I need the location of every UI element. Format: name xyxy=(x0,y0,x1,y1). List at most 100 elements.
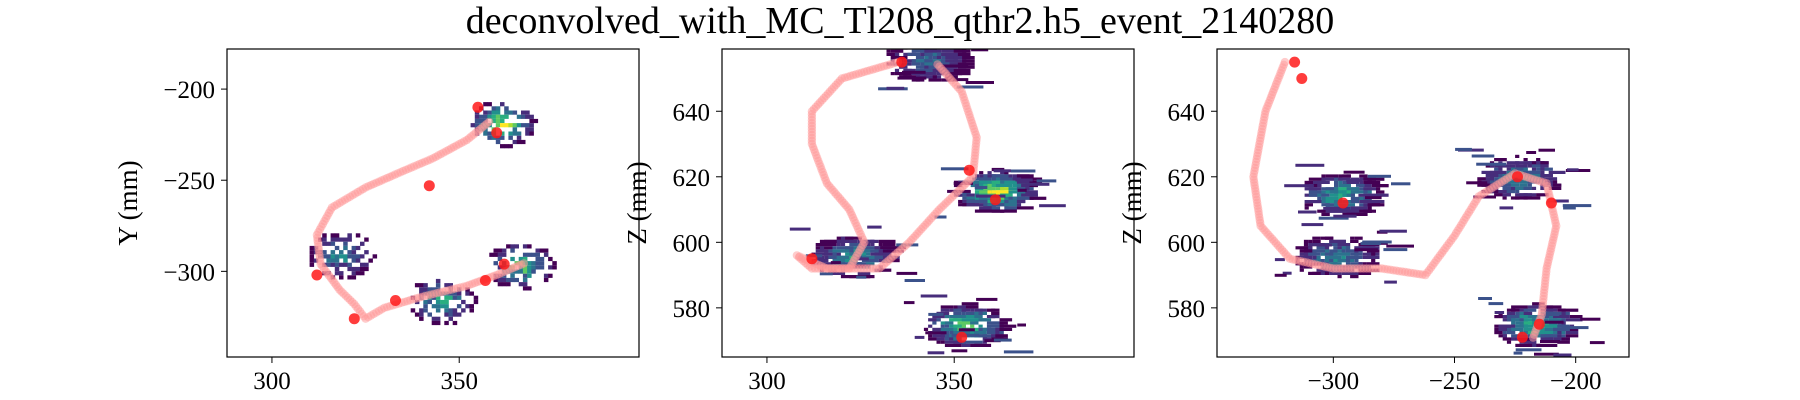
heatmap-cell xyxy=(508,123,513,128)
heatmap-cell xyxy=(1337,239,1346,243)
heatmap-streak xyxy=(904,279,925,282)
heatmap-cell xyxy=(1376,184,1389,188)
heatmap-cell xyxy=(339,275,344,280)
heatmap-streak xyxy=(1589,341,1605,345)
heatmap-cell xyxy=(525,114,530,119)
heatmap-streak xyxy=(914,335,925,339)
heatmap-cell xyxy=(999,321,1008,325)
heatmap-cell xyxy=(832,271,846,275)
heatmap-cell xyxy=(1350,200,1355,204)
energy-point xyxy=(1545,197,1557,209)
heatmap-cell xyxy=(368,258,373,263)
heatmap-cell xyxy=(529,123,534,128)
heatmap-cell xyxy=(936,318,941,322)
heatmap-cell xyxy=(1489,164,1495,168)
heatmap-cell xyxy=(1029,196,1047,200)
heatmap-cell xyxy=(928,78,942,82)
heatmap-streak xyxy=(1391,182,1411,186)
heatmap-cell xyxy=(928,334,933,338)
heatmap-cell xyxy=(1527,170,1541,174)
x-tick-label: 300 xyxy=(253,368,291,395)
heatmap-cell xyxy=(487,102,492,107)
heatmap-cell xyxy=(923,327,929,331)
heatmap-cell xyxy=(1540,186,1545,190)
heatmap-cell xyxy=(995,311,1000,315)
heatmap-cell xyxy=(907,52,912,56)
track-point xyxy=(1528,333,1538,342)
heatmap-cell xyxy=(991,321,1000,325)
heatmap-cell xyxy=(527,265,532,270)
y-axis-label-xz: Z (mm) xyxy=(622,161,652,244)
heatmap-cell xyxy=(501,282,507,287)
heatmap-cell xyxy=(1321,174,1326,178)
heatmap-cell xyxy=(448,283,453,288)
heatmap-cell xyxy=(840,243,846,247)
heatmap-streak xyxy=(928,312,944,316)
heatmap-cell xyxy=(497,282,503,287)
heatmap-cell xyxy=(1557,334,1562,338)
heatmap-cell xyxy=(465,291,470,296)
heatmap-cell xyxy=(1358,271,1372,275)
heatmap-cell xyxy=(932,315,945,319)
heatmap-streak xyxy=(1515,348,1542,352)
heatmap-cell xyxy=(1016,203,1022,207)
heatmap-cell xyxy=(1498,167,1503,171)
heatmap-cell xyxy=(533,118,539,124)
heatmap-cell xyxy=(1371,259,1376,263)
heatmap-cell xyxy=(1515,154,1520,158)
heatmap-cell xyxy=(1004,203,1017,207)
heatmap-cell xyxy=(1358,262,1363,266)
heatmap-streak xyxy=(896,271,918,275)
heatmap-cell xyxy=(995,190,1013,194)
heatmap-cell xyxy=(953,308,966,312)
heatmap-cell xyxy=(1544,161,1549,165)
heatmap-cell xyxy=(1548,170,1566,174)
heatmap-cell xyxy=(1527,174,1545,178)
heatmap-cell xyxy=(326,241,331,246)
heatmap-cell xyxy=(991,308,1000,312)
heatmap-cell xyxy=(1511,337,1516,341)
heatmap-cell xyxy=(452,312,458,317)
heatmap-cell xyxy=(966,199,980,204)
heatmap-cell xyxy=(525,110,530,115)
heatmap-cell xyxy=(836,259,841,263)
heatmap-cell xyxy=(1548,337,1554,341)
heatmap-cell xyxy=(928,56,933,60)
heatmap-cell xyxy=(1565,334,1579,338)
heatmap-cell xyxy=(516,139,522,145)
heatmap-cell xyxy=(1308,239,1313,243)
heatmap-cell xyxy=(497,277,503,283)
heatmap-cell xyxy=(491,114,497,119)
heatmap-cell xyxy=(440,304,445,309)
heatmap-cell xyxy=(928,337,941,341)
heatmap-cell xyxy=(487,131,492,136)
heatmap-cell xyxy=(1376,187,1381,191)
heatmap-cell xyxy=(444,304,449,309)
heatmap-cell xyxy=(360,262,365,267)
x-tick-label: 300 xyxy=(748,368,786,395)
heatmap-cell xyxy=(953,324,962,328)
heatmap-cell xyxy=(495,114,501,119)
heatmap-cell xyxy=(1506,311,1516,315)
heatmap-cell xyxy=(518,256,524,262)
heatmap-streak xyxy=(856,275,867,279)
heatmap-cell xyxy=(493,261,498,266)
heatmap-cell xyxy=(970,305,975,309)
heatmap-cell xyxy=(1341,246,1351,250)
heatmap-cell xyxy=(944,311,950,315)
heatmap-cell xyxy=(364,262,369,267)
track-point xyxy=(933,60,942,69)
heatmap-cell xyxy=(423,287,428,292)
heatmap-cell xyxy=(1321,212,1330,216)
heatmap-streak xyxy=(1553,353,1572,357)
heatmap-cell xyxy=(1337,249,1342,253)
heatmap-cell xyxy=(953,318,971,322)
heatmap-cell xyxy=(1304,203,1313,207)
heatmap-cell xyxy=(1312,236,1321,240)
heatmap-cell xyxy=(343,245,348,251)
heatmap-cell xyxy=(1350,196,1364,200)
heatmap-cell xyxy=(1544,334,1554,338)
heatmap-cell xyxy=(1544,180,1558,184)
heatmap-cell xyxy=(469,291,474,296)
heatmap-cell xyxy=(461,299,466,305)
